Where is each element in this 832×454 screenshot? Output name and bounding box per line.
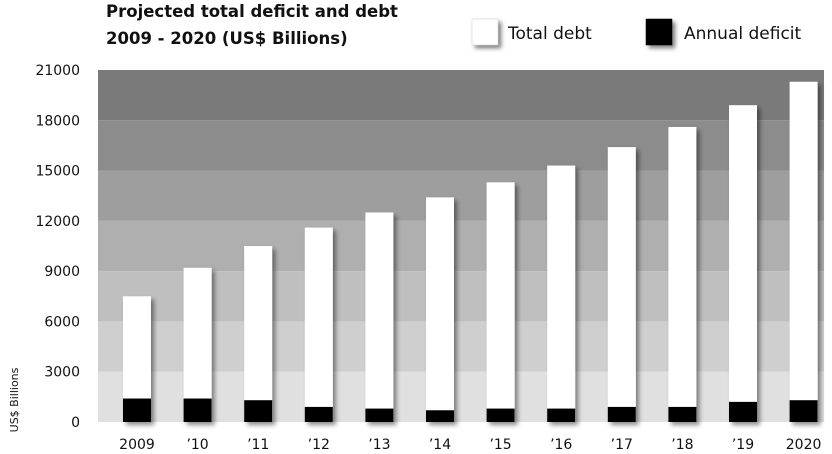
bar-annual-deficit	[304, 406, 333, 422]
bar-annual-deficit	[789, 400, 818, 422]
legend-swatch	[471, 18, 499, 46]
x-tick-label: 2020	[786, 437, 822, 453]
background-band	[98, 120, 824, 171]
bar-annual-deficit	[426, 410, 454, 422]
y-tick-label: 9000	[44, 264, 80, 280]
bar-annual-deficit	[607, 406, 636, 422]
x-tick-label: ’13	[368, 437, 390, 453]
legend-label: Annual deficit	[684, 24, 802, 44]
y-axis-tick-labels: 0 3000 6000 9000 12000 15000 18000 21000	[35, 63, 80, 431]
bar-annual-deficit	[547, 408, 576, 422]
x-tick-label: ’19	[732, 437, 754, 453]
x-tick-label: 2009	[119, 437, 155, 453]
bar-total-debt	[486, 182, 515, 422]
legend-label: Total debt	[507, 24, 592, 44]
background-band	[98, 70, 824, 121]
background-band	[98, 371, 824, 422]
bar-total-debt	[547, 165, 576, 423]
y-tick-label: 12000	[35, 214, 80, 230]
bar-total-debt	[183, 267, 212, 422]
legend: Total debt Annual deficit	[471, 18, 802, 46]
y-tick-label: 18000	[35, 113, 80, 129]
bar-total-debt	[729, 105, 757, 422]
bar-total-debt	[426, 197, 454, 422]
x-tick-label: ’14	[429, 437, 451, 453]
bar-total-debt	[668, 126, 697, 422]
bar-annual-deficit	[123, 398, 151, 422]
y-tick-label: 15000	[35, 164, 80, 180]
background-band	[98, 170, 824, 221]
x-tick-label: ’11	[247, 437, 269, 453]
y-tick-label: 3000	[44, 365, 80, 381]
x-tick-label: ’10	[186, 437, 208, 453]
bar-total-debt	[244, 246, 273, 422]
bar-total-debt	[365, 212, 394, 422]
background-band	[98, 321, 824, 372]
bar-total-debt	[789, 81, 818, 422]
x-tick-label: ’15	[489, 437, 511, 453]
x-tick-label: ’12	[308, 437, 330, 453]
x-tick-label: ’16	[550, 437, 572, 453]
bar-annual-deficit	[244, 400, 273, 422]
bar-annual-deficit	[365, 408, 394, 422]
x-tick-label: ’18	[671, 437, 693, 453]
y-tick-label: 6000	[44, 314, 80, 330]
y-tick-label: 21000	[35, 63, 80, 79]
bar-annual-deficit	[668, 406, 697, 422]
bar-total-debt	[304, 227, 333, 422]
bar-annual-deficit	[729, 401, 757, 422]
y-axis-label: US$ Billions	[8, 367, 21, 432]
plot-background-bands	[98, 70, 824, 422]
bar-annual-deficit	[183, 398, 212, 422]
bar-annual-deficit	[486, 408, 515, 422]
chart-title-line1: Projected total deficit and debt	[106, 2, 398, 21]
background-band	[98, 220, 824, 272]
y-tick-label: 0	[71, 415, 80, 431]
background-band	[98, 271, 824, 322]
chart-title-line2: 2009 - 2020 (US$ Billions)	[106, 29, 348, 48]
x-tick-label: ’17	[611, 437, 633, 453]
x-axis-tick-labels: 2009 ’10 ’11 ’12 ’13 ’14 ’15 ’16 ’17 ’18 ’19 2020	[119, 437, 821, 453]
legend-swatch	[645, 18, 673, 46]
bars	[123, 81, 818, 423]
bar-total-debt	[607, 147, 636, 422]
